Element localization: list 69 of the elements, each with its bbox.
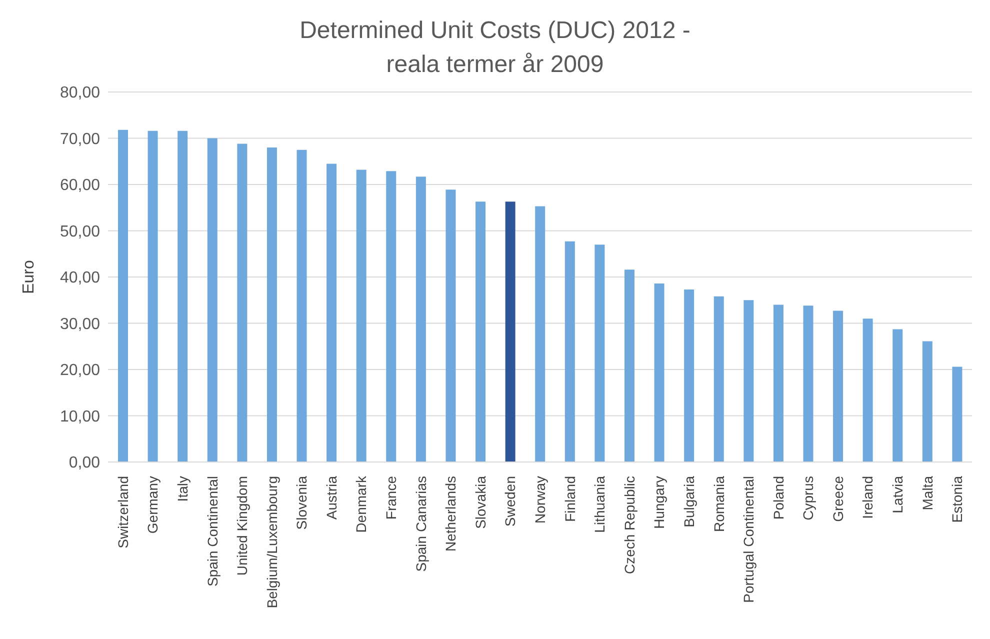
bar — [594, 244, 605, 462]
x-tick-label: Latvia — [890, 476, 906, 514]
x-tick-label: Czech Republic — [621, 476, 638, 574]
x-tick-label: Austria — [323, 476, 340, 520]
bar — [892, 329, 903, 462]
bar — [266, 148, 277, 462]
chart-title: Determined Unit Costs (DUC) 2012 - reala termer år 2009 — [298, 16, 692, 80]
bar — [952, 366, 962, 462]
bar — [714, 296, 724, 462]
x-tick-label: Lithuania — [592, 476, 608, 533]
x-tick-label: Italy — [174, 476, 190, 502]
y-tick-label: 0,00 — [68, 454, 100, 472]
x-tick-label: Poland — [770, 476, 786, 520]
bar — [326, 164, 337, 462]
bar — [118, 130, 128, 462]
bar — [862, 318, 873, 462]
x-tick-label: Ireland — [860, 476, 876, 519]
y-tick-label: 30,00 — [60, 316, 100, 333]
x-tick-label: Finland — [562, 476, 578, 522]
bar — [148, 130, 158, 462]
bar — [624, 270, 634, 462]
bar — [654, 283, 664, 462]
x-tick-label: Hungary — [651, 476, 668, 529]
y-tick-label: 70,00 — [60, 130, 100, 148]
bar — [237, 144, 248, 462]
x-tick-label: France — [383, 476, 400, 520]
x-tick-label: Norway — [532, 476, 548, 524]
x-tick-label: Sweden — [502, 476, 518, 527]
x-tick-label: Spain Canarias — [412, 476, 429, 572]
x-tick-label: Slovakia — [472, 476, 488, 529]
y-tick-label: 60,00 — [60, 177, 100, 194]
bar — [296, 150, 307, 462]
bar — [684, 289, 694, 462]
bar — [207, 138, 218, 462]
bar — [386, 171, 396, 462]
bar — [744, 300, 754, 462]
y-tick-label: 40,00 — [60, 270, 100, 287]
bar — [505, 202, 516, 462]
x-tick-label: Spain Continental — [204, 476, 220, 587]
bar — [564, 241, 575, 462]
x-tick-label: Bulgaria — [680, 476, 697, 528]
x-tick-label: Estonia — [949, 476, 966, 523]
x-tick-label: Greece — [830, 476, 846, 522]
bar — [535, 206, 546, 462]
x-tick-label: Switzerland — [114, 476, 131, 548]
y-tick-label: 10,00 — [60, 408, 100, 426]
x-tick-label: United Kingdom — [234, 476, 250, 576]
y-tick-label: 80,00 — [60, 84, 100, 102]
bar — [803, 306, 814, 462]
bar — [356, 170, 366, 462]
bar — [833, 310, 844, 462]
x-tick-label: Netherlands — [442, 476, 459, 552]
bar — [416, 176, 426, 462]
x-tick-label: Germany — [144, 476, 161, 534]
x-tick-label: Slovenia — [294, 476, 310, 530]
x-tick-label: Romania — [710, 476, 727, 532]
x-tick-label: Denmark — [353, 475, 370, 533]
bar — [922, 341, 932, 462]
x-tick-label: Belgium/Luxembourg — [264, 476, 280, 608]
bar — [446, 190, 456, 462]
bar — [178, 130, 188, 462]
bar — [476, 202, 486, 462]
x-tick-label: Cyprus — [800, 476, 816, 520]
x-tick-label: Portugal Continental — [740, 476, 757, 603]
y-tick-label: 50,00 — [60, 223, 100, 240]
bar — [773, 304, 784, 462]
x-tick-label: Malta — [919, 476, 936, 510]
y-tick-label: 20,00 — [60, 362, 100, 380]
y-axis-title: Euro — [20, 260, 38, 294]
